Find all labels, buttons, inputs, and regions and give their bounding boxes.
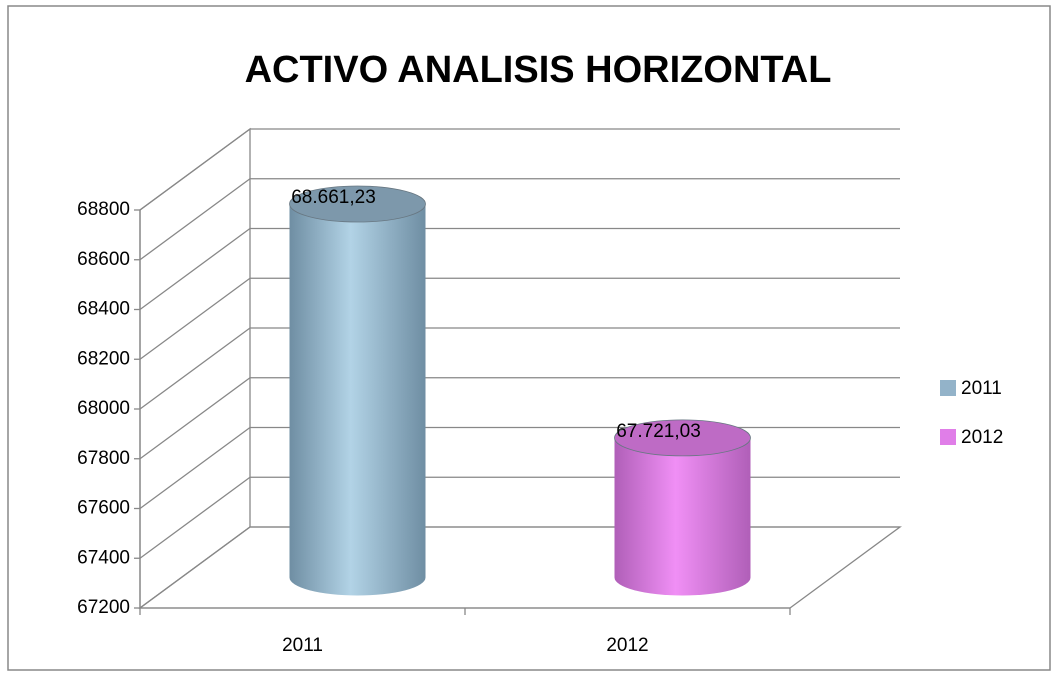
grid-line — [139, 327, 900, 410]
bar-body — [289, 204, 426, 596]
bar-top — [289, 185, 426, 223]
bar-top — [614, 419, 751, 457]
grid-line — [139, 377, 900, 460]
grid-line — [139, 128, 900, 211]
y-tick-label: 68800 — [77, 199, 130, 220]
y-tick-label: 67200 — [77, 597, 130, 618]
legend-label: 2011 — [961, 378, 1002, 399]
chart-title: ACTIVO ANALISIS HORIZONTAL — [245, 49, 832, 91]
grid-line — [139, 277, 900, 360]
y-tick-label: 67600 — [77, 498, 130, 519]
grid-line — [139, 227, 900, 311]
bar — [289, 185, 426, 596]
legend-swatch — [940, 429, 956, 445]
y-tick-label: 67400 — [77, 547, 130, 568]
legend-swatch — [940, 380, 956, 396]
x-tick-label: 2011 — [282, 635, 323, 656]
grid-line — [139, 178, 900, 261]
bar-body — [614, 437, 751, 596]
y-tick-label: 68200 — [77, 348, 130, 369]
y-tick-label: 68600 — [77, 249, 130, 270]
data-label: 67.721,03 — [616, 421, 701, 442]
floor — [138, 526, 902, 609]
x-tick-label: 2012 — [606, 635, 648, 656]
y-tick-label: 68000 — [77, 398, 130, 419]
data-label: 68.661,23 — [291, 187, 376, 208]
legend-label: 2012 — [961, 427, 1003, 448]
bar — [614, 419, 751, 596]
y-tick-label: 67800 — [77, 448, 130, 469]
y-tick-label: 68400 — [77, 299, 130, 320]
